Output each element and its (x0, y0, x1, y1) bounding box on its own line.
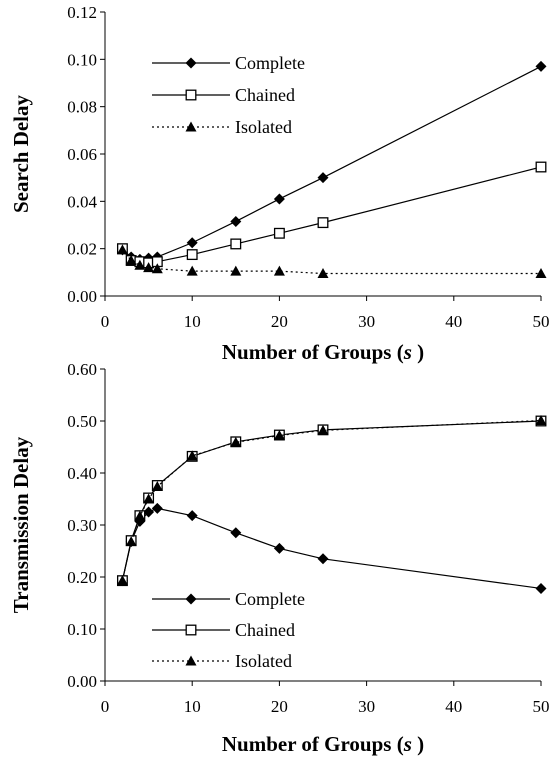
series-line (121, 507, 542, 590)
x-tick-label: 20 (271, 312, 288, 331)
series-line (121, 166, 542, 264)
series-line (121, 249, 541, 275)
y-axis-label: Search Delay (9, 94, 33, 213)
data-point (186, 450, 198, 461)
y-tick-label: 0.12 (67, 3, 97, 22)
y-tick-label: 0.10 (67, 50, 97, 69)
data-point (230, 215, 242, 227)
y-axis-label: Transmission Delay (9, 436, 33, 613)
data-point (230, 436, 242, 447)
y-tick-label: 0.30 (67, 516, 97, 535)
x-tick-label: 40 (445, 312, 462, 331)
legend-marker (185, 593, 197, 605)
data-point (535, 582, 547, 594)
data-point (116, 244, 128, 255)
data-point (535, 161, 547, 173)
data-point (143, 506, 155, 518)
x-tick-label: 0 (101, 312, 110, 331)
x-tick-label: 20 (271, 697, 288, 716)
chart-panel-2: 0.00 0.10 0.20 0.30 0.40 0.50 0.60 0 10 20 30 40 50 N… (9, 360, 550, 756)
data-point (535, 60, 547, 72)
data-point (186, 237, 198, 249)
y-tick-label: 0.60 (67, 360, 97, 379)
data-point (134, 259, 146, 270)
y-tick-label: 0.40 (67, 464, 97, 483)
series-line (121, 420, 542, 581)
legend-label: Isolated (235, 651, 292, 671)
x-tick-label: 50 (533, 312, 550, 331)
data-point (186, 249, 198, 261)
x-axis-label: Number of Groups (s ) (222, 732, 424, 756)
data-point (317, 553, 329, 565)
data-point (186, 265, 198, 276)
legend-label: Complete (235, 589, 305, 609)
data-point (273, 227, 285, 239)
y-tick-label: 0.20 (67, 568, 97, 587)
data-point (273, 542, 285, 554)
data-point (116, 575, 128, 586)
x-axis-label: Number of Groups (s ) (222, 340, 424, 364)
data-point (273, 265, 285, 276)
x-tick-label: 10 (184, 697, 201, 716)
data-point (125, 255, 137, 265)
y-tick-label: 0.50 (67, 412, 97, 431)
legend-label: Chained (235, 85, 295, 105)
x-tick-label: 10 (184, 312, 201, 331)
data-point (273, 430, 285, 441)
y-tick-label: 0.04 (67, 192, 97, 211)
data-point (151, 481, 163, 492)
x-tick-label: 30 (358, 697, 375, 716)
series-line (121, 419, 542, 581)
y-tick-label: 0.00 (67, 672, 97, 691)
data-point (125, 536, 137, 547)
y-tick-label: 0.02 (67, 240, 97, 259)
legend-marker (185, 655, 197, 666)
data-point (317, 424, 329, 435)
data-point (535, 268, 547, 279)
legend-marker (185, 89, 197, 101)
y-tick-label: 0.00 (67, 287, 97, 306)
data-point (230, 265, 242, 276)
legend-label: Complete (235, 53, 305, 73)
x-tick-label: 40 (445, 697, 462, 716)
data-point (317, 268, 329, 279)
x-tick-label: 0 (101, 697, 110, 716)
series-chained (116, 161, 547, 269)
data-point (143, 493, 155, 504)
legend-marker (185, 624, 197, 636)
x-tick-label: 30 (358, 312, 375, 331)
data-point (230, 238, 242, 250)
legend-marker (185, 57, 197, 69)
y-tick-label: 0.06 (67, 145, 97, 164)
data-point (273, 193, 285, 205)
legend-marker (185, 121, 197, 132)
series-complete (116, 502, 547, 594)
data-point (186, 510, 198, 522)
data-point (317, 172, 329, 184)
y-tick-label: 0.10 (67, 620, 97, 639)
data-point (151, 502, 163, 514)
series-complete (116, 60, 547, 265)
x-tick-label: 50 (533, 697, 550, 716)
data-point (317, 217, 329, 229)
data-point (230, 527, 242, 539)
data-point (143, 262, 155, 273)
legend-label: Isolated (235, 117, 292, 137)
series-isolated (116, 244, 547, 279)
y-tick-label: 0.08 (67, 98, 97, 117)
data-point (535, 414, 547, 425)
legend-label: Chained (235, 620, 295, 640)
series-isolated (116, 414, 547, 586)
chart-panel-1: 0.00 0.02 0.04 0.06 0.08 0.10 0.12 0 10 20 30 40 50 N… (9, 3, 550, 364)
data-point (134, 510, 146, 521)
data-point (151, 263, 163, 274)
